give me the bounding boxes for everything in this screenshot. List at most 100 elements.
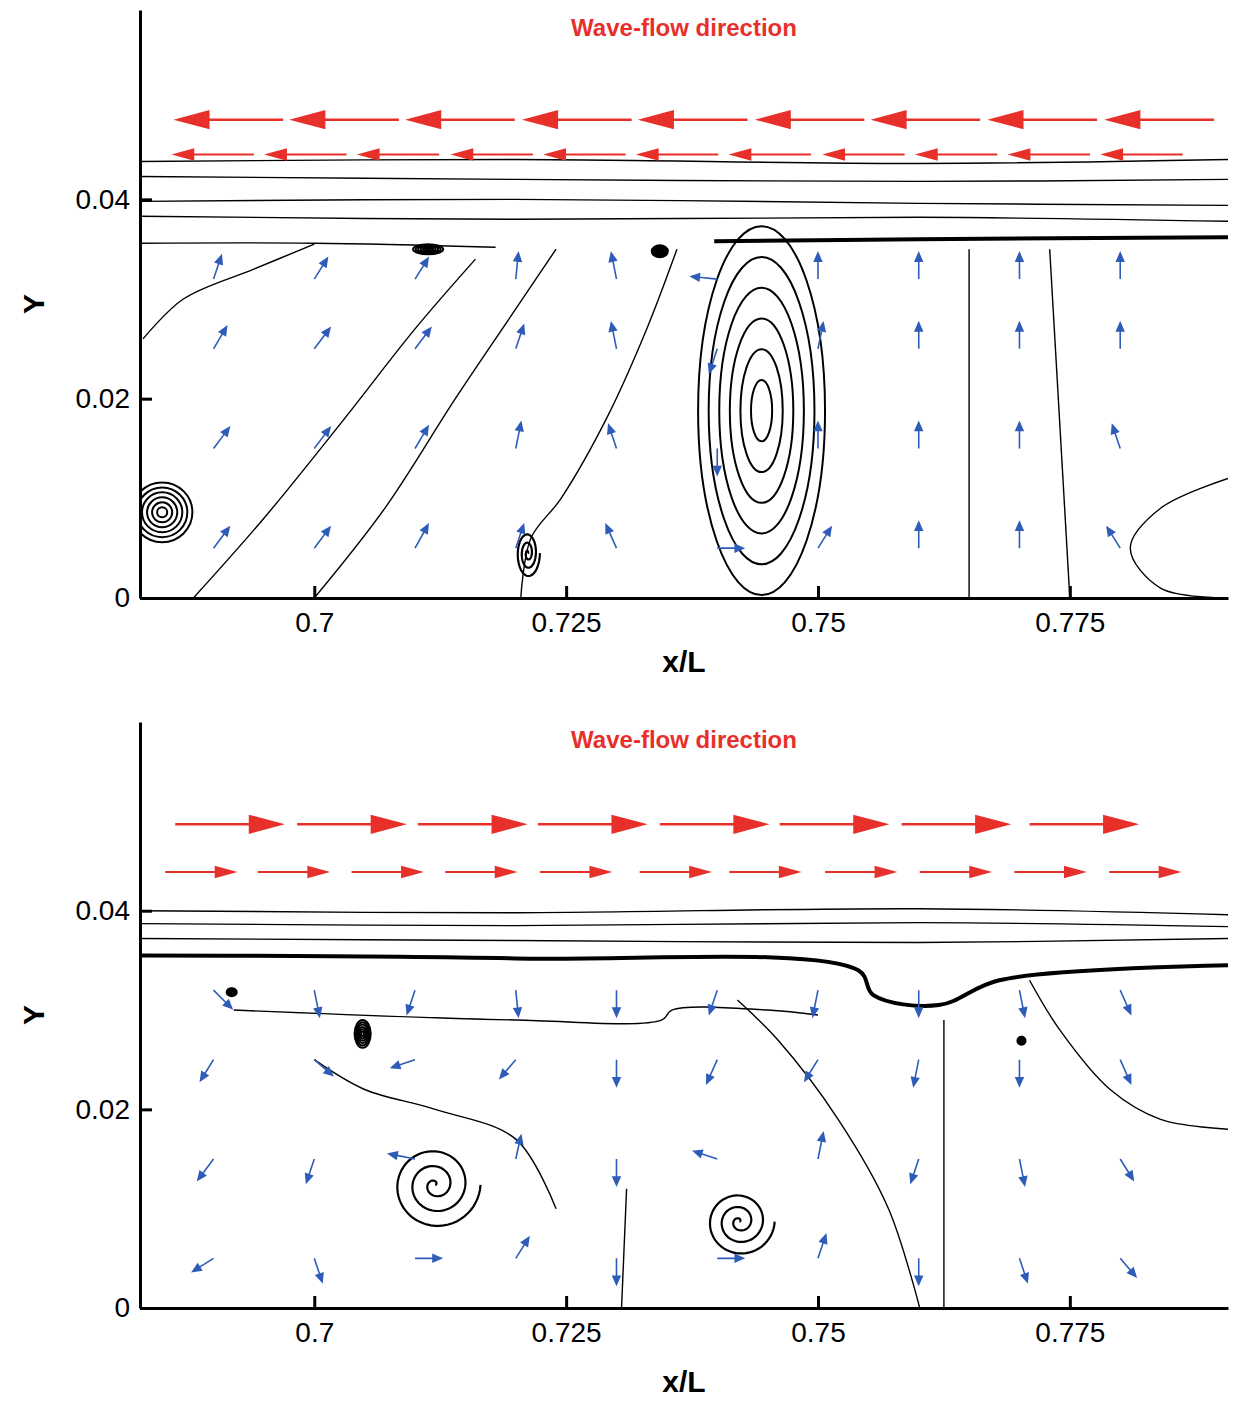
y-tick: 0 xyxy=(114,582,152,613)
x-tick: 0.725 xyxy=(532,586,602,638)
streamline xyxy=(140,159,1228,163)
y-tick: 0.04 xyxy=(76,895,153,926)
velocity-vector xyxy=(1019,990,1026,1016)
flow-arrow xyxy=(361,150,440,160)
velocity-vector xyxy=(214,327,227,349)
velocity-vector xyxy=(516,423,523,449)
velocity-vector xyxy=(1120,1258,1136,1276)
velocity-vector xyxy=(198,1159,214,1180)
velocity-vector xyxy=(1019,1258,1028,1281)
velocity-vector xyxy=(717,1255,743,1262)
streamline xyxy=(314,1060,556,1209)
velocity-vector xyxy=(516,325,525,348)
x-tick: 0.775 xyxy=(1035,586,1105,638)
velocity-vector xyxy=(814,253,821,279)
flow-arrow xyxy=(643,112,748,128)
flow-arrow xyxy=(454,150,533,160)
velocity-vector xyxy=(709,990,718,1013)
vortex-ring xyxy=(1019,1038,1024,1043)
x-tick-mark xyxy=(1069,586,1072,598)
velocity-vector xyxy=(1016,522,1023,548)
flow-arrow xyxy=(920,867,989,877)
vortex-ring xyxy=(230,991,233,994)
streamline xyxy=(143,244,314,339)
flow-arrow xyxy=(352,867,421,877)
vortex-ring xyxy=(719,288,804,534)
vortex-ring xyxy=(356,1022,369,1045)
flow-arrow xyxy=(780,816,885,832)
velocity-vector xyxy=(415,525,428,548)
x-tick-label: 0.775 xyxy=(1035,607,1105,638)
velocity-vector xyxy=(717,545,743,552)
velocity-vector xyxy=(314,428,330,449)
velocity-vector xyxy=(214,428,230,449)
streamline xyxy=(714,237,1228,241)
velocity-vector xyxy=(392,1060,415,1069)
velocity-vector xyxy=(1120,1159,1133,1180)
vortex-spiral xyxy=(710,1195,775,1253)
streamline xyxy=(140,923,1228,927)
vortex-ring xyxy=(227,988,237,996)
x-tick-label: 0.775 xyxy=(1035,1317,1105,1348)
velocity-vector xyxy=(609,253,616,279)
velocity-vector xyxy=(193,1258,214,1271)
x-tick: 0.7 xyxy=(295,586,334,638)
flow-arrow xyxy=(992,112,1097,128)
velocity-vector xyxy=(1016,323,1023,349)
y-tick: 0.02 xyxy=(76,383,153,414)
flow-arrow xyxy=(294,112,399,128)
y-tick: 0 xyxy=(114,1292,152,1323)
streamline xyxy=(943,1020,944,1308)
streamline xyxy=(140,199,1228,205)
velocity-vector xyxy=(1112,425,1121,448)
vortex-ring xyxy=(1017,1037,1025,1045)
streamline xyxy=(140,955,1228,1005)
velocity-vector xyxy=(214,527,230,548)
x-tick-mark xyxy=(817,586,820,598)
streamline xyxy=(140,939,1228,943)
y-axis-line xyxy=(139,723,142,1309)
flow-arrow xyxy=(538,816,643,832)
velocity-vector xyxy=(514,253,521,279)
velocity-vector xyxy=(389,1152,415,1159)
vortex-ring xyxy=(656,248,664,254)
plot-marks xyxy=(140,112,1228,598)
x-axis-line xyxy=(141,1307,1229,1310)
vortex-ring xyxy=(418,246,438,253)
flow-arrow xyxy=(1011,150,1090,160)
y-tick-label: 0.02 xyxy=(76,1094,131,1125)
figure: 0.70.7250.750.77500.020.04x/LYWave-flow … xyxy=(0,0,1233,1406)
x-tick: 0.725 xyxy=(532,1296,602,1348)
y-axis: 0 0.02 0.04 xyxy=(76,11,153,614)
velocity-vector xyxy=(201,1060,214,1081)
vortex-ring xyxy=(152,502,172,522)
vortex-ring xyxy=(1021,1040,1022,1041)
x-tick-label: 0.7 xyxy=(295,607,334,638)
flow-arrow xyxy=(826,150,905,160)
vortex-ring xyxy=(423,248,433,251)
vortex-ring xyxy=(709,257,815,564)
vortex-ring xyxy=(1019,1039,1023,1043)
velocity-vector xyxy=(912,1060,919,1086)
streamline xyxy=(140,176,1228,181)
vortex-ring xyxy=(1018,1038,1025,1045)
vortex-ring xyxy=(698,226,825,595)
vortex-ring xyxy=(658,250,661,252)
y-axis-title: Y xyxy=(17,294,50,314)
x-tick-mark xyxy=(313,586,316,598)
y-tick-label: 0.04 xyxy=(76,895,131,926)
velocity-vector xyxy=(1120,1060,1130,1083)
streamline xyxy=(1130,478,1228,598)
vortex-ring xyxy=(140,482,192,542)
velocity-vector xyxy=(694,1150,717,1159)
y-tick: 0.04 xyxy=(76,184,153,215)
velocity-vector xyxy=(500,1060,516,1078)
flow-arrow xyxy=(165,867,234,877)
vortex-ring xyxy=(140,487,187,537)
streamline xyxy=(1050,249,1070,598)
vortex-ring xyxy=(227,989,235,996)
velocity-vector xyxy=(811,990,818,1016)
flow-arrow xyxy=(640,867,709,877)
y-axis: 0 0.02 0.04 xyxy=(76,723,153,1324)
flow-arrow xyxy=(1109,867,1178,877)
